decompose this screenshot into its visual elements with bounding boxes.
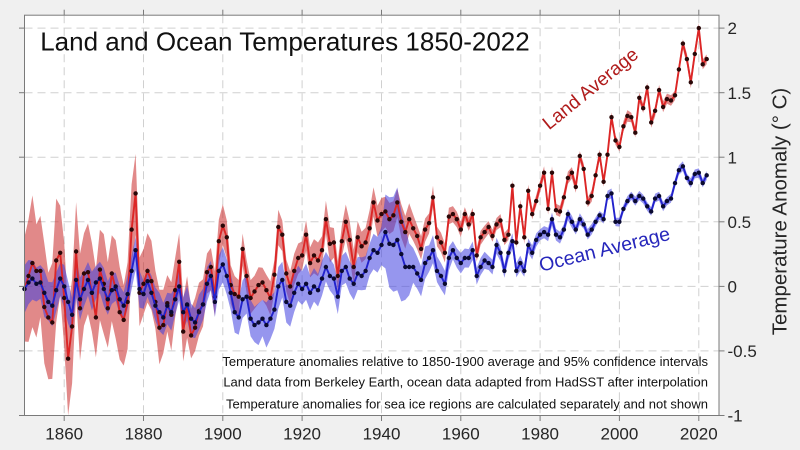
svg-text:1900: 1900 xyxy=(204,425,242,444)
svg-text:1960: 1960 xyxy=(442,425,480,444)
svg-text:0: 0 xyxy=(728,278,737,297)
svg-text:1880: 1880 xyxy=(125,425,163,444)
svg-text:2020: 2020 xyxy=(680,425,718,444)
svg-text:0.5: 0.5 xyxy=(728,213,752,232)
svg-text:1860: 1860 xyxy=(45,425,83,444)
svg-text:Land data from Berkeley Earth,: Land data from Berkeley Earth, ocean dat… xyxy=(223,374,708,389)
svg-text:1920: 1920 xyxy=(283,425,321,444)
svg-text:2000: 2000 xyxy=(600,425,638,444)
svg-text:Land and Ocean Temperatures 18: Land and Ocean Temperatures 1850-2022 xyxy=(40,27,530,57)
svg-text:Temperature anomalies relative: Temperature anomalies relative to 1850-1… xyxy=(222,354,708,369)
svg-text:Temperature Anomaly (° C): Temperature Anomaly (° C) xyxy=(769,88,792,335)
svg-text:Temperature anomalies for sea: Temperature anomalies for sea ice region… xyxy=(226,396,708,411)
svg-text:1: 1 xyxy=(728,148,737,167)
svg-text:1980: 1980 xyxy=(521,425,559,444)
svg-text:1.5: 1.5 xyxy=(728,84,752,103)
svg-text:2: 2 xyxy=(728,19,737,38)
svg-text:1940: 1940 xyxy=(363,425,401,444)
svg-text:-0.5: -0.5 xyxy=(728,342,757,361)
svg-text:-1: -1 xyxy=(728,407,743,426)
